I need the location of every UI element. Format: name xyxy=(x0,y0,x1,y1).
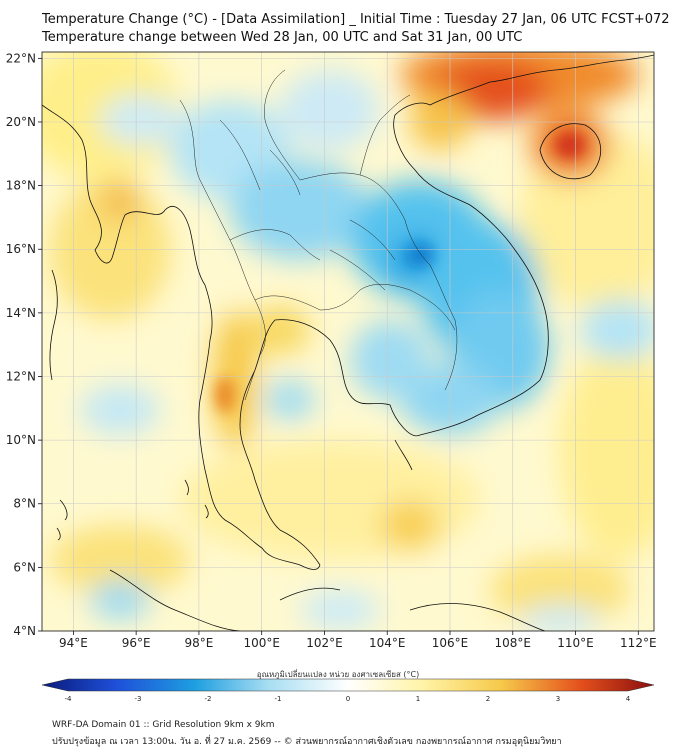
colorbar-tick-label: -3 xyxy=(135,695,142,703)
lon-tick-label: 110°E xyxy=(557,636,594,650)
lon-tick-label: 106°E xyxy=(432,636,469,650)
colorbar-tick-label: -4 xyxy=(65,695,73,703)
lat-tick-label: 20°N xyxy=(6,115,36,129)
colorbar-tick-label: 1 xyxy=(416,695,420,703)
lon-tick-label: 104°E xyxy=(369,636,406,650)
map-gridlines xyxy=(42,52,654,631)
colorbar-tick-label: 2 xyxy=(486,695,490,703)
colorbar-tick-label: -1 xyxy=(275,695,282,703)
lon-tick-label: 102°E xyxy=(306,636,343,650)
footer-update-info: ปรับปรุงข้อมูล ณ เวลา 13:00น. วัน อ. ที่… xyxy=(52,737,562,747)
longitude-axis: 94°E 96°E 98°E 100°E 102°E 104°E 106°E 108°E 110… xyxy=(59,631,657,650)
colorbar-tick-label: 3 xyxy=(556,695,560,703)
chart-title: Temperature Change (°C) - [Data Assimila… xyxy=(42,12,670,27)
colorbar-tick-label: -2 xyxy=(205,695,212,703)
coastlines xyxy=(42,54,654,631)
lon-tick-label: 108°E xyxy=(495,636,532,650)
colorbar-tick-label: 0 xyxy=(346,695,350,703)
colorbar-ticks: -4 -3 -2 -1 0 1 2 3 4 xyxy=(65,695,631,703)
lon-tick-label: 112°E xyxy=(620,636,657,650)
lon-tick-label: 94°E xyxy=(59,636,88,650)
latitude-axis: 22°N 20°N 18°N 16°N 14°N 12°N 10°N 8°N 6°N 4°N xyxy=(6,51,42,638)
colorbar-label: อุณหภูมิเปลี่ยนแปลง หน่วย องศาเซลเซียส (… xyxy=(256,670,420,679)
lat-tick-label: 4°N xyxy=(13,624,36,638)
lat-tick-label: 14°N xyxy=(6,306,36,320)
lat-tick-label: 22°N xyxy=(6,51,36,65)
lat-tick-label: 18°N xyxy=(6,179,36,193)
lat-tick-label: 6°N xyxy=(13,560,36,574)
lon-tick-label: 100°E xyxy=(243,636,280,650)
map-frame xyxy=(41,51,655,632)
lon-tick-label: 96°E xyxy=(122,636,151,650)
lat-tick-label: 8°N xyxy=(13,497,36,511)
country-borders xyxy=(179,69,458,401)
colorbar-gradient xyxy=(41,678,655,692)
lat-tick-label: 16°N xyxy=(6,242,36,256)
lat-tick-label: 10°N xyxy=(6,433,36,447)
chart-subtitle: Temperature change between Wed 28 Jan, 0… xyxy=(42,30,523,45)
footer-model-info: WRF-DA Domain 01 :: Grid Resolution 9km … xyxy=(52,720,275,730)
lon-tick-label: 98°E xyxy=(184,636,213,650)
colorbar-tick-label: 4 xyxy=(626,695,631,703)
lat-tick-label: 12°N xyxy=(6,369,36,383)
